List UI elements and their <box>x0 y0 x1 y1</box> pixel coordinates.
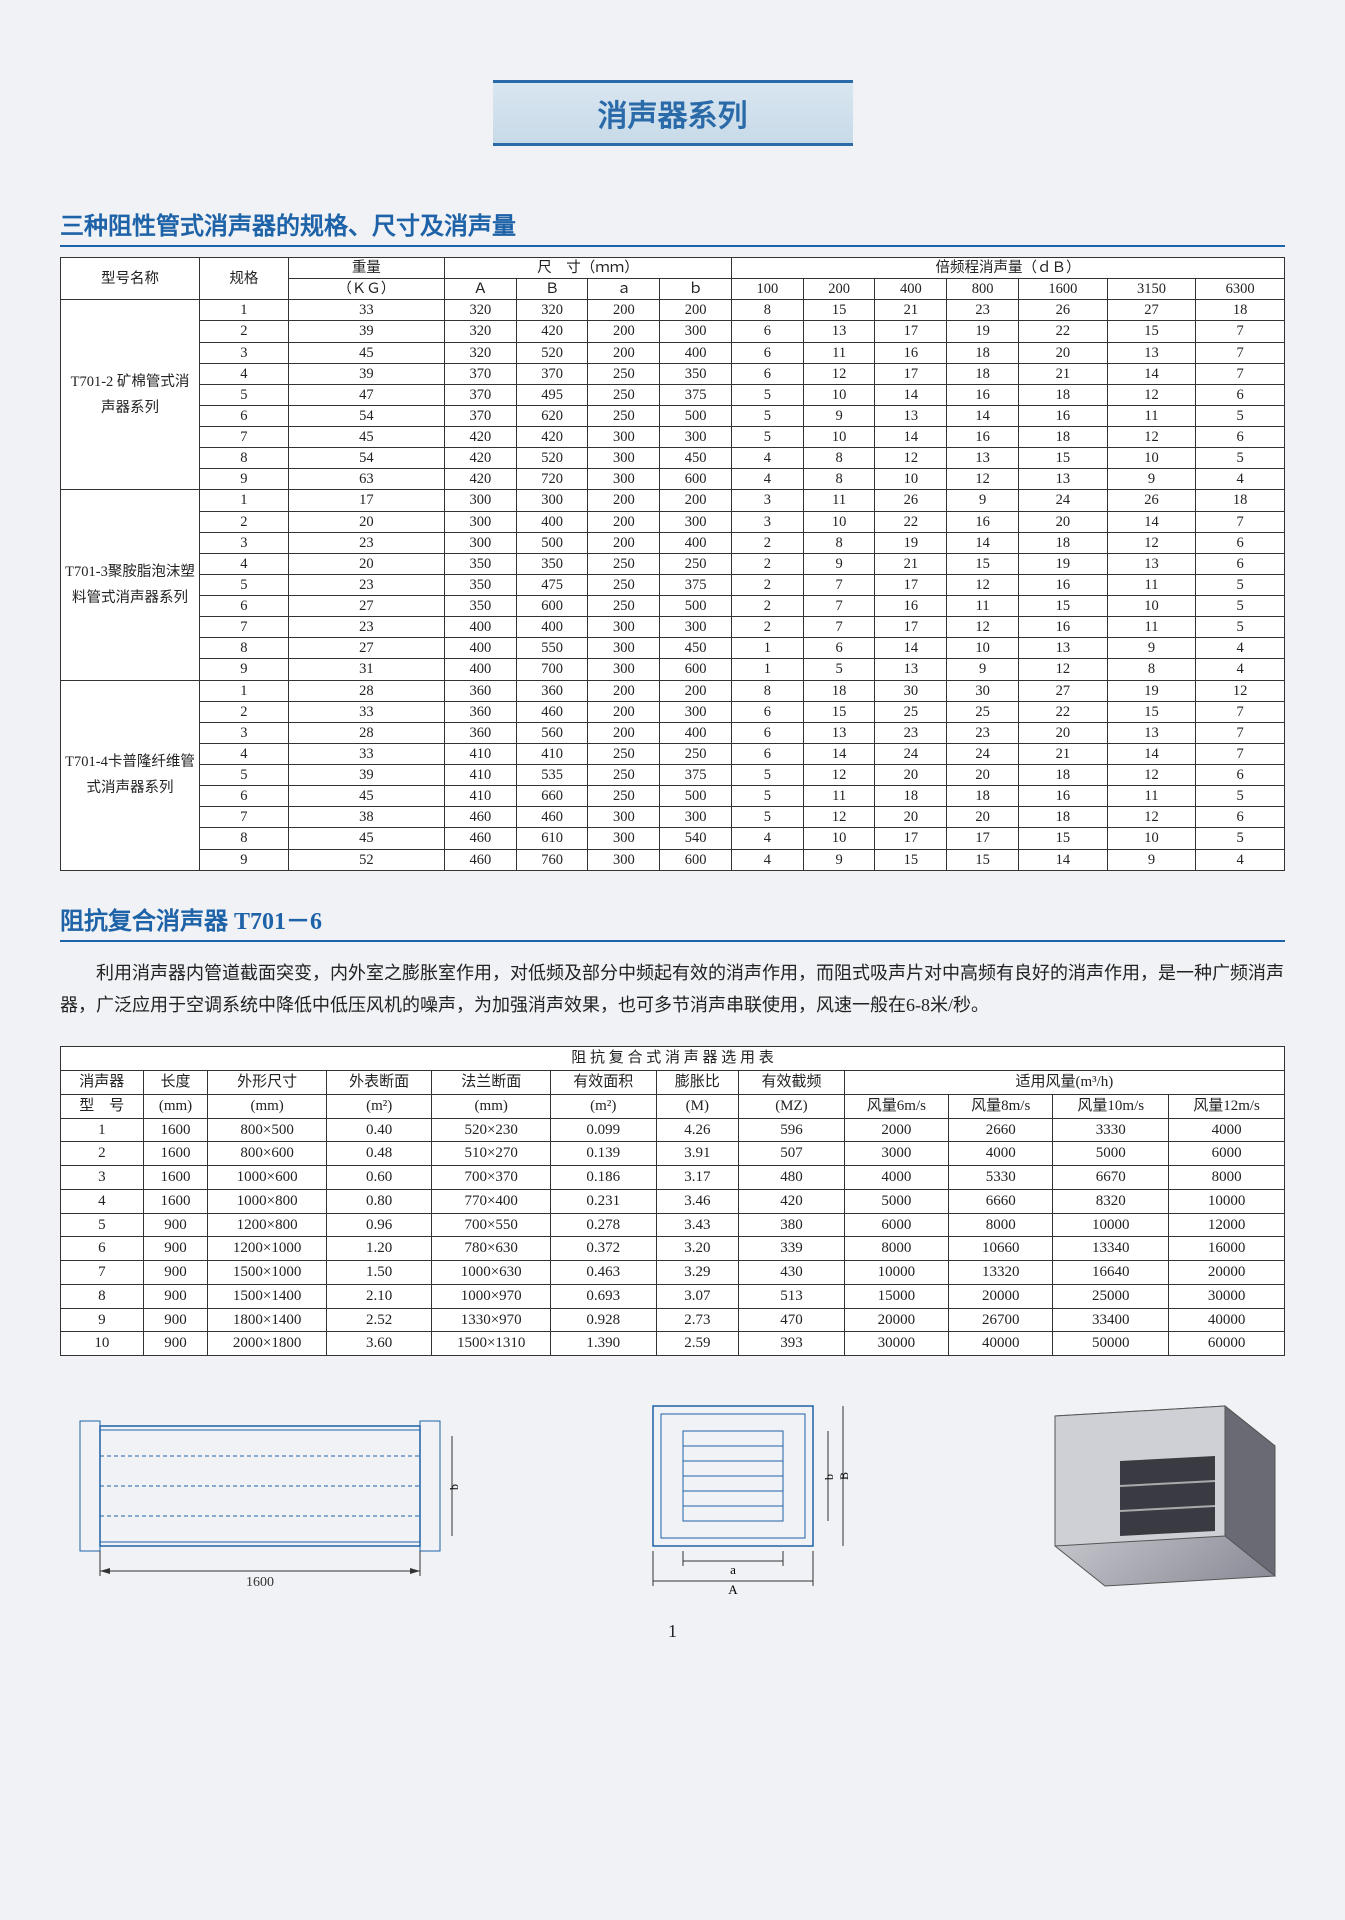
section2-paragraph: 利用消声器内管道截面突变，内外室之膨胀室作用，对低频及部分中频起有效的消声作用，… <box>60 957 1285 1022</box>
page-number: 1 <box>60 1621 1285 1642</box>
product-photo <box>1025 1396 1285 1596</box>
svg-text:A: A <box>728 1582 738 1596</box>
selection-table: 阻 抗 复 合 式 消 声 器 选 用 表消声器长度外形尺寸外表断面法兰断面有效… <box>60 1046 1285 1356</box>
svg-text:B: B <box>837 1472 851 1480</box>
side-view-diagram: 1600 b B <box>60 1396 460 1596</box>
svg-text:a: a <box>730 1562 736 1577</box>
svg-text:B: B <box>457 1482 460 1490</box>
page-title: 消声器系列 <box>493 80 853 146</box>
svg-text:b: b <box>822 1474 836 1480</box>
section2-heading: 阻抗复合消声器 T701－6 <box>60 901 1285 942</box>
front-view-diagram: a A b B <box>633 1396 853 1596</box>
diagrams-row: 1600 b B a A b B <box>60 1396 1285 1596</box>
section1-heading: 三种阻性管式消声器的规格、尺寸及消声量 <box>60 206 1285 247</box>
spec-table-1: 型号名称规格重量尺 寸（ｍｍ）倍频程消声量（ｄＢ）（ＫＧ）ＡＢａｂ1002004… <box>60 257 1285 871</box>
side-length-label: 1600 <box>246 1575 274 1590</box>
